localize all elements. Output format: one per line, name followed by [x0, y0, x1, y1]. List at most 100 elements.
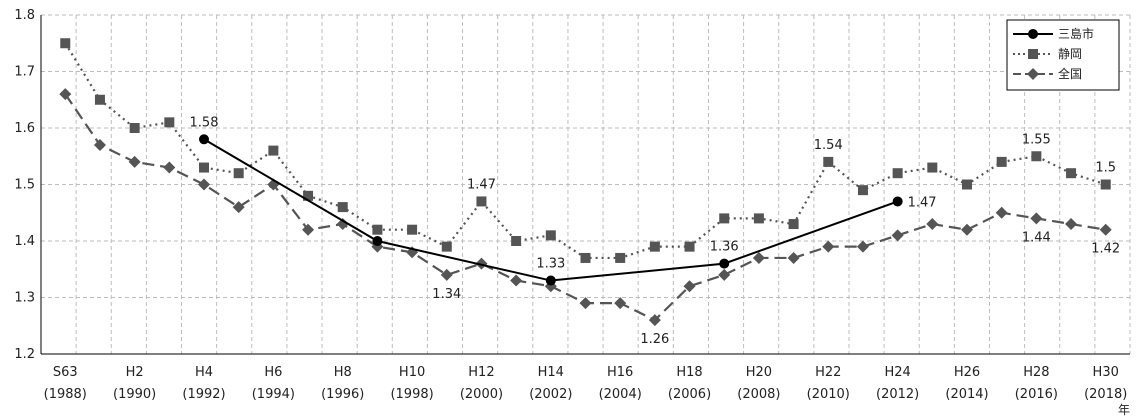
- series-group: [59, 38, 1112, 327]
- y-tick-label: 1.5: [14, 178, 35, 193]
- x-tick-era-label: H14: [538, 365, 564, 380]
- data-point-marker: [268, 145, 279, 156]
- x-tick-year-label: (2012): [876, 387, 919, 402]
- data-point-marker: [1099, 223, 1112, 236]
- data-point-marker: [510, 274, 523, 287]
- x-tick-era-label: H12: [468, 365, 494, 380]
- x-tick-era-label: H2: [126, 365, 144, 380]
- data-point-marker: [926, 218, 939, 231]
- data-point-marker: [372, 224, 383, 235]
- data-point-marker: [1065, 218, 1078, 231]
- data-point-marker: [128, 155, 141, 168]
- series-全国: [59, 88, 1112, 327]
- data-point-marker: [996, 156, 1007, 167]
- legend-item: 全国: [1013, 66, 1082, 81]
- data-point-marker: [1030, 212, 1043, 225]
- x-tick-era-label: H6: [264, 365, 282, 380]
- data-point-marker: [199, 134, 210, 145]
- data-point-marker: [440, 268, 453, 281]
- data-point-marker: [94, 94, 105, 105]
- data-point-marker: [579, 297, 592, 310]
- x-tick-year-label: (1988): [44, 387, 87, 402]
- data-point-marker: [614, 297, 627, 310]
- x-tick-year-label: (2010): [807, 387, 850, 402]
- data-point-marker: [718, 268, 731, 281]
- data-point-marker: [164, 117, 175, 128]
- legend-item: 三島市: [1013, 26, 1094, 41]
- y-tick-label: 1.7: [14, 65, 35, 80]
- data-labels: 1.58 1.33 1.36 1.47 1.47 1.54 1.55 1.5 1.34 1.26 1…: [190, 115, 1121, 347]
- data-label: 1.26: [640, 332, 669, 347]
- data-point-marker: [960, 223, 973, 236]
- data-point-marker: [1031, 151, 1042, 162]
- series-line: [64, 93, 1106, 322]
- data-point-marker: [857, 185, 868, 196]
- data-point-marker: [372, 236, 383, 246]
- x-tick-era-label: H4: [195, 365, 213, 380]
- data-point-marker: [303, 190, 314, 201]
- data-point-marker: [1066, 168, 1077, 179]
- data-point-marker: [199, 162, 210, 173]
- data-label: 1.44: [1022, 230, 1051, 245]
- data-label: 1.36: [710, 240, 739, 255]
- legend-box: [1006, 19, 1120, 91]
- data-point-marker: [891, 229, 904, 242]
- x-tick-era-label: H16: [607, 365, 633, 380]
- data-point-marker: [1100, 179, 1111, 190]
- x-tick-year-label: (1992): [182, 387, 225, 402]
- data-point-marker: [232, 201, 245, 214]
- data-point-marker: [684, 241, 695, 252]
- data-point-marker: [892, 168, 903, 179]
- data-point-marker: [337, 202, 348, 213]
- x-tick-era-label: H22: [815, 365, 841, 380]
- x-tick-year-label: (1990): [113, 387, 156, 402]
- axes: 1.2 1.3 1.4 1.5 1.6 1.7 1.8 S63 (1988) H2 (1990) H4…: [14, 8, 1130, 402]
- data-point-marker: [927, 162, 938, 173]
- data-point-marker: [302, 223, 315, 236]
- data-point-marker: [856, 240, 869, 253]
- data-label: 1.47: [908, 195, 937, 210]
- data-point-marker: [752, 251, 765, 264]
- data-point-marker: [683, 280, 696, 293]
- x-tick-year-label: (2002): [529, 387, 572, 402]
- y-tick-label: 1.3: [14, 291, 35, 306]
- data-point-marker: [407, 224, 418, 235]
- data-point-marker: [719, 213, 730, 224]
- data-point-marker: [823, 156, 834, 167]
- x-tick-year-label: (2006): [668, 387, 711, 402]
- data-point-marker: [545, 275, 556, 286]
- y-tick-label: 1.2: [14, 347, 35, 362]
- x-tick-era-label: H30: [1093, 365, 1119, 380]
- data-point-marker: [511, 236, 522, 246]
- x-tick-era-label: H26: [954, 365, 980, 380]
- y-tick-label: 1.8: [14, 8, 35, 23]
- data-point-marker: [60, 38, 71, 49]
- x-tick-era-label: H10: [399, 365, 425, 380]
- legend-item: 静岡: [1013, 47, 1082, 61]
- x-tick-era-label: H20: [746, 365, 772, 380]
- data-point-marker: [441, 241, 452, 252]
- data-label: 1.34: [432, 287, 461, 302]
- y-tick-label: 1.6: [14, 121, 35, 136]
- x-tick-era-label: H28: [1023, 365, 1049, 380]
- x-tick-year-label: (2014): [945, 387, 988, 402]
- x-tick-era-label: H8: [334, 365, 352, 380]
- data-point-marker: [198, 178, 211, 191]
- data-point-marker: [580, 252, 591, 263]
- x-tick-year-label: (2018): [1084, 387, 1127, 402]
- x-tick-era-label: H18: [676, 365, 702, 380]
- legend-marker-swatch: [1028, 49, 1038, 59]
- series-三島市: [199, 134, 903, 286]
- x-tick-year-label: (2004): [599, 387, 642, 402]
- data-label: 1.33: [536, 257, 565, 272]
- data-point-marker: [961, 179, 972, 190]
- data-label: 1.5: [1095, 161, 1116, 176]
- legend-label: 三島市: [1058, 26, 1094, 41]
- x-tick-era-label: S63: [53, 365, 78, 380]
- data-point-marker: [892, 196, 903, 207]
- x-tick-year-label: (1998): [390, 387, 433, 402]
- data-point-marker: [648, 314, 661, 327]
- series-静岡: [60, 38, 1111, 263]
- data-label: 1.55: [1022, 132, 1051, 147]
